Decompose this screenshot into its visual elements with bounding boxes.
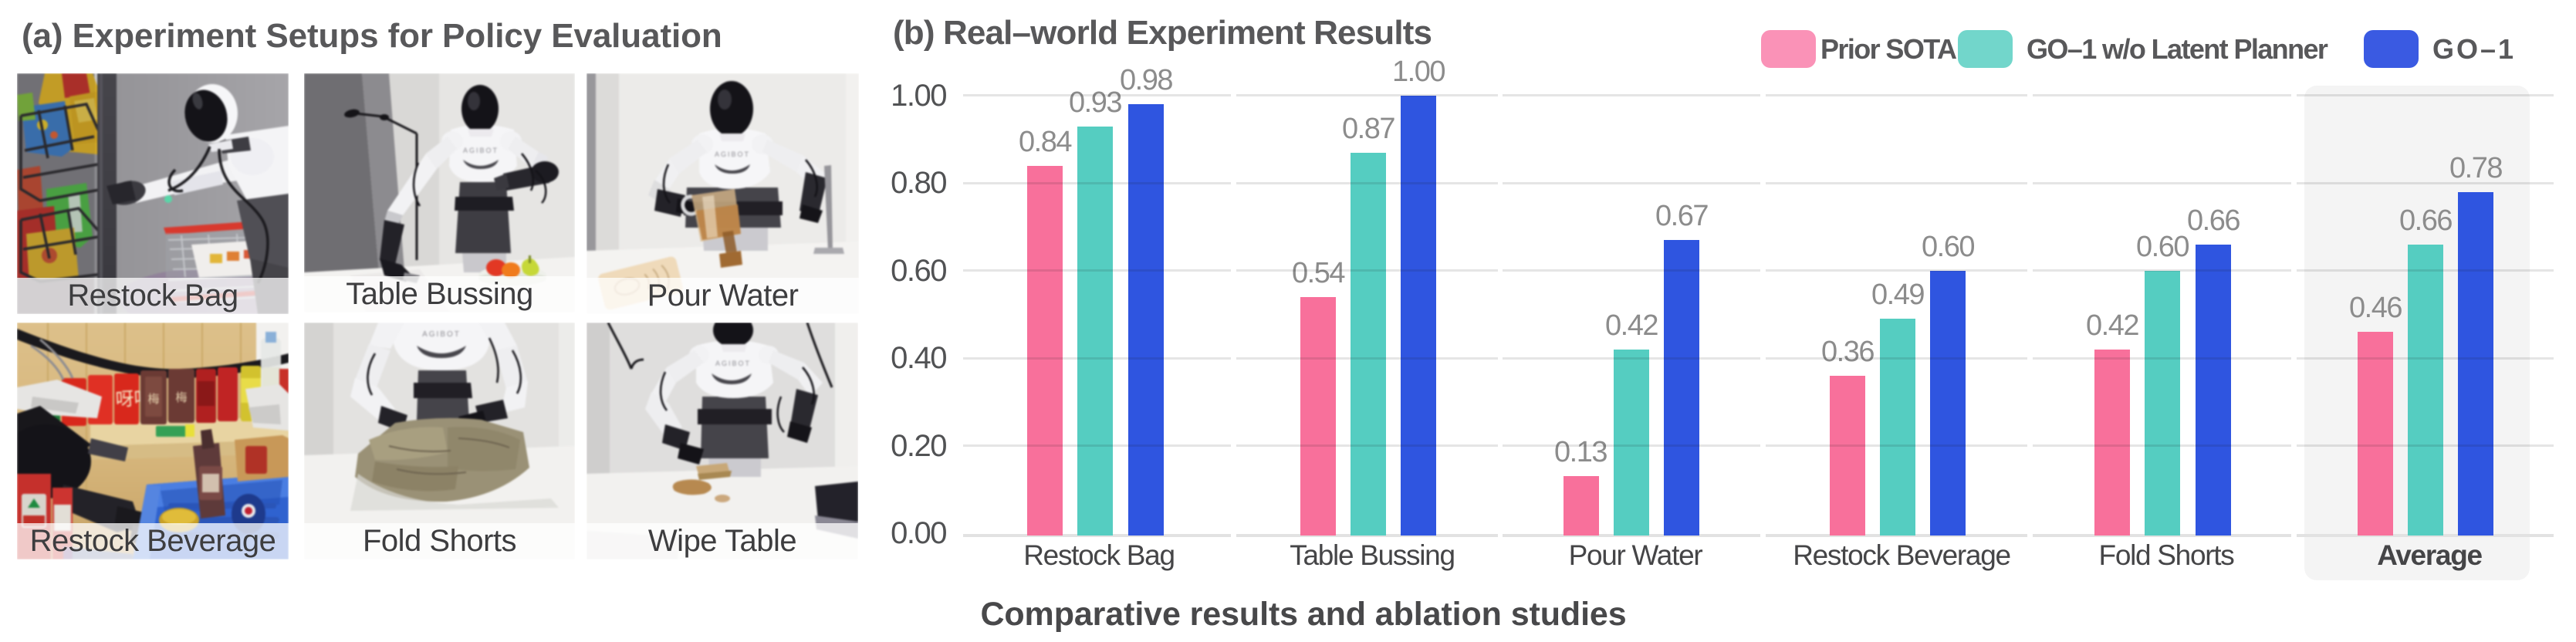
- svg-text:AGIBOT: AGIBOT: [422, 330, 461, 339]
- svg-text:AGIBOT: AGIBOT: [715, 150, 750, 158]
- svg-text:AGIBOT: AGIBOT: [463, 147, 499, 154]
- svg-text:梅: 梅: [175, 391, 187, 404]
- svg-text:梅: 梅: [147, 393, 159, 406]
- svg-text:AGIBOT: AGIBOT: [715, 360, 751, 367]
